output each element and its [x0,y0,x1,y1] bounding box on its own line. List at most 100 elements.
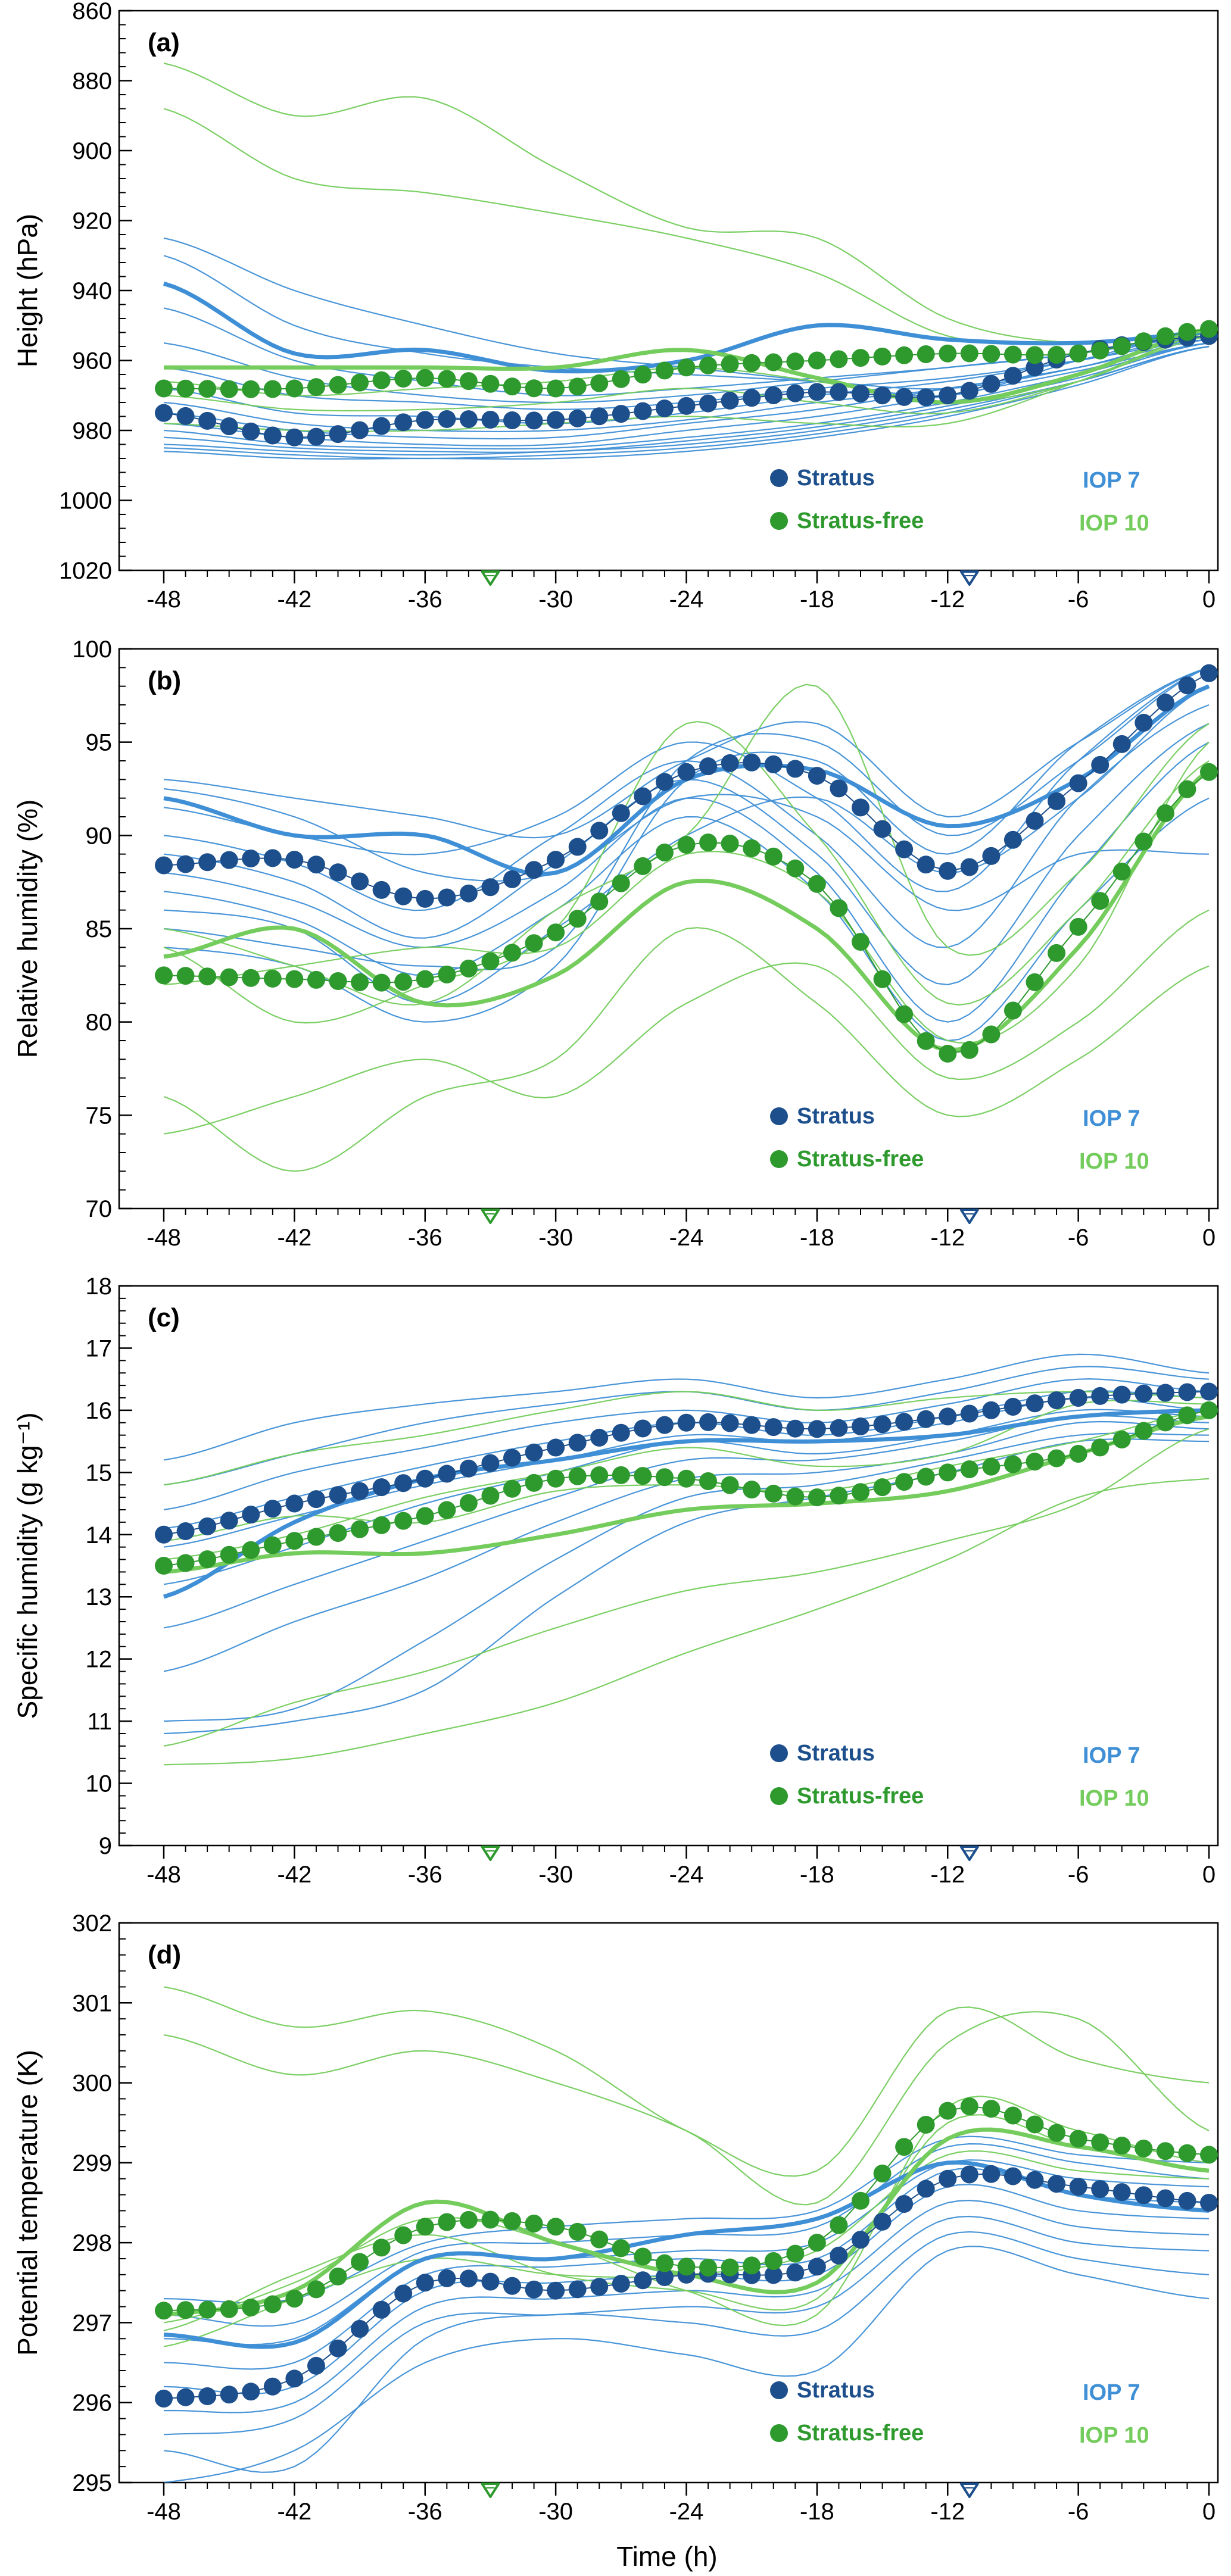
data-point [1156,2142,1174,2160]
data-point [155,966,173,985]
x-tick-label: 0 [1202,1862,1216,1888]
data-point [1069,2178,1087,2196]
iop10-member-line [163,1391,1210,1486]
x-tick-label: -18 [800,1225,834,1251]
data-point [764,755,783,773]
data-point [198,2300,217,2319]
data-point [612,1466,630,1484]
x-tick-label: -24 [669,586,704,613]
data-point [1112,863,1131,881]
stratus-free-onset-marker [481,2483,500,2498]
data-point [372,371,391,389]
panel-c: 9 10 11 12 13 14 15 16 17 18 -48 -42 -36 -30 -24 -18 -12… [12,1273,1219,1888]
iop10-member-line [163,927,1210,1172]
data-point [416,1469,434,1488]
data-point [1200,664,1218,682]
data-point [220,2385,238,2404]
panel-d: 295 296 297 298 299 300 301 302 -48 -42 -36 -30 -24 -… [12,1910,1219,2525]
data-point [481,2272,500,2291]
data-point [852,798,870,817]
x-tick-label: -24 [669,2499,704,2525]
data-point [394,1512,413,1530]
data-point [547,379,565,398]
data-point [1026,346,1044,364]
data-point [263,2377,282,2396]
data-point [394,2226,413,2244]
data-point [372,1478,391,1497]
data-point [568,910,587,928]
x-tick-label: -42 [277,1225,311,1251]
data-point [830,350,848,369]
stratus-onset-marker [959,1209,979,1224]
data-point [1026,2171,1044,2189]
data-point [263,380,282,398]
x-tick-label: 0 [1202,586,1216,613]
data-point [198,2387,217,2406]
data-point [764,1484,783,1503]
data-point [677,396,696,415]
x-tick-label: -6 [1068,586,1089,613]
iop7-member-line [163,667,1210,970]
y-tick-label: 1000 [59,488,112,514]
data-point [329,2267,347,2285]
data-point [481,1487,500,1505]
data-point [220,417,238,436]
y-tick-label: 920 [72,208,112,235]
legend-stratus-free-marker [770,1150,788,1168]
y-tick-label: 900 [72,138,112,164]
data-point [307,2280,325,2299]
data-point [155,2302,173,2320]
data-point [307,378,325,396]
data-point [1091,892,1110,910]
data-point [721,1476,739,1494]
data-point [895,2138,914,2156]
data-point [263,849,282,867]
data-point [1156,804,1174,822]
data-point [503,411,521,430]
legend-stratus-free-marker [770,1787,788,1805]
y-tick-label: 301 [72,1990,112,2016]
data-point [198,1517,217,1535]
data-point [852,933,870,951]
data-point [438,2213,456,2231]
stratus-composite [155,664,1218,908]
data-point [634,2247,652,2266]
data-point [590,892,609,911]
data-point [503,1448,521,1467]
data-point [547,2218,565,2236]
data-point [939,2102,957,2120]
data-point [1026,1394,1044,1413]
data-point [830,779,848,798]
data-point [220,851,238,869]
data-point [459,372,478,391]
plot-frame [118,1285,1219,1847]
data-point [394,369,413,388]
x-tick-label: -48 [147,1225,181,1251]
y-tick-label: 302 [72,1910,112,1937]
data-point [416,2274,434,2292]
data-point [895,2194,914,2213]
data-point [895,840,914,858]
data-point [329,1524,347,1543]
data-point [612,2274,630,2293]
y-tick-label: 300 [72,2071,112,2097]
data-point [677,763,696,781]
x-tick-label: -30 [538,1225,573,1251]
data-point [634,857,652,875]
x-tick-label: -48 [147,1862,181,1888]
data-point [590,2230,609,2249]
data-point [285,379,304,398]
y-tick-label: 298 [72,2230,112,2256]
data-point [699,757,718,776]
data-point [699,1413,718,1431]
data-point [503,2277,521,2295]
data-point [372,2238,391,2257]
data-point [459,410,478,429]
stratus-onset-marker [959,570,979,586]
data-point [568,2222,587,2241]
data-point [416,411,434,429]
data-point [459,1459,478,1478]
legend-iop10-label: IOP 10 [1079,1786,1149,1811]
x-tick-label: -42 [277,2499,311,2525]
